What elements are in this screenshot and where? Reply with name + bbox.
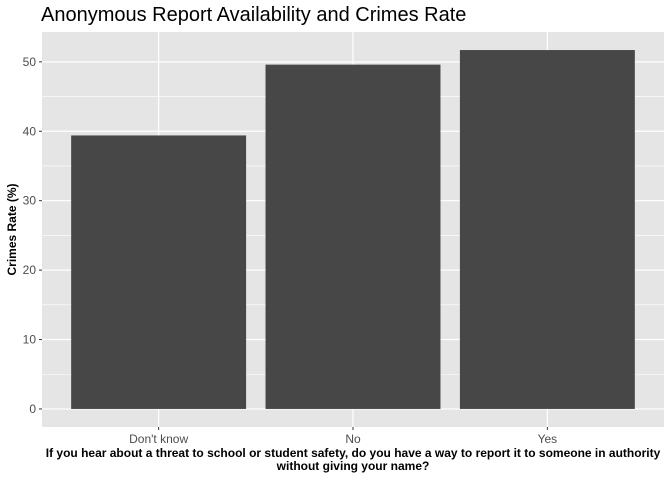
bar (265, 64, 441, 409)
y-axis-label: Crimes Rate (%) (5, 183, 19, 275)
x-tick-label: Don't know (129, 432, 188, 446)
y-axis: 0 10 20 30 40 50 (23, 55, 42, 416)
x-tick-label: Yes (538, 432, 558, 446)
x-axis-label: If you hear about a threat to school or … (45, 446, 661, 473)
x-tick-label: No (345, 432, 361, 446)
y-tick-label: 0 (29, 402, 36, 416)
y-tick-label: 30 (23, 194, 37, 208)
bar (459, 50, 635, 409)
y-tick-label: 20 (23, 263, 37, 277)
bars (71, 50, 635, 409)
y-tick-label: 40 (23, 124, 37, 138)
bar (71, 135, 247, 409)
y-tick-label: 10 (23, 333, 37, 347)
x-axis: Don't know No Yes (129, 427, 557, 446)
y-tick-label: 50 (23, 55, 37, 69)
chart-title: Anonymous Report Availability and Crimes… (41, 4, 467, 26)
